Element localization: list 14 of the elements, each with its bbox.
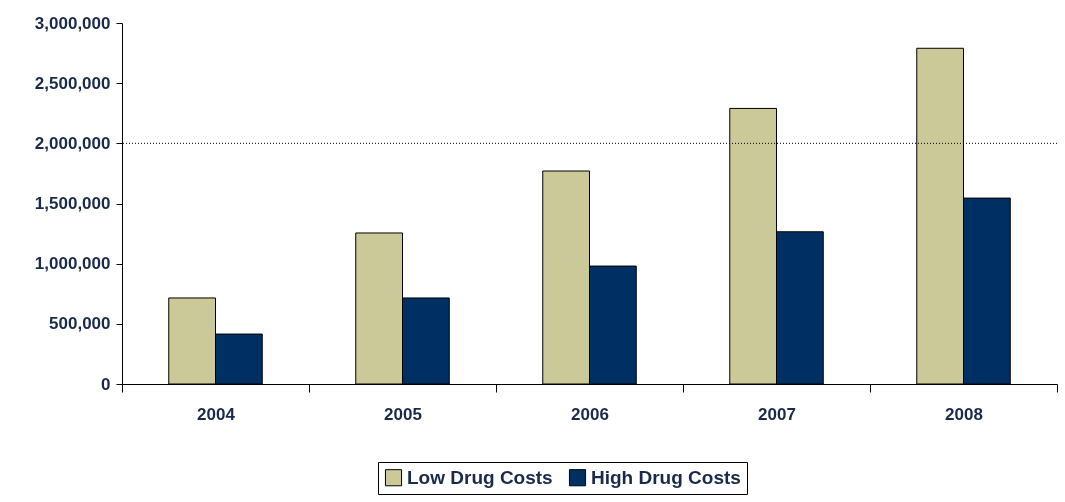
y-tick-label: 1,500,000 bbox=[34, 194, 111, 213]
legend-label: Low Drug Costs bbox=[407, 466, 553, 488]
y-tick-label: 3,000,000 bbox=[34, 13, 111, 33]
x-tick-label: 2007 bbox=[758, 404, 796, 424]
y-tick-label: 2,000,000 bbox=[34, 133, 111, 153]
x-tick-label: 2008 bbox=[945, 404, 983, 424]
y-tick-label: 500,000 bbox=[49, 314, 111, 334]
x-tick-label: 2004 bbox=[197, 404, 236, 424]
x-tick-label: 2006 bbox=[571, 404, 609, 424]
y-tick-label: 2,500,000 bbox=[34, 73, 111, 93]
x-tick-label: 2005 bbox=[384, 404, 422, 424]
legend-label: High Drug Costs bbox=[591, 466, 741, 488]
y-tick-label: 1,000,000 bbox=[34, 254, 111, 274]
y-tick-label: 0 bbox=[101, 374, 111, 394]
